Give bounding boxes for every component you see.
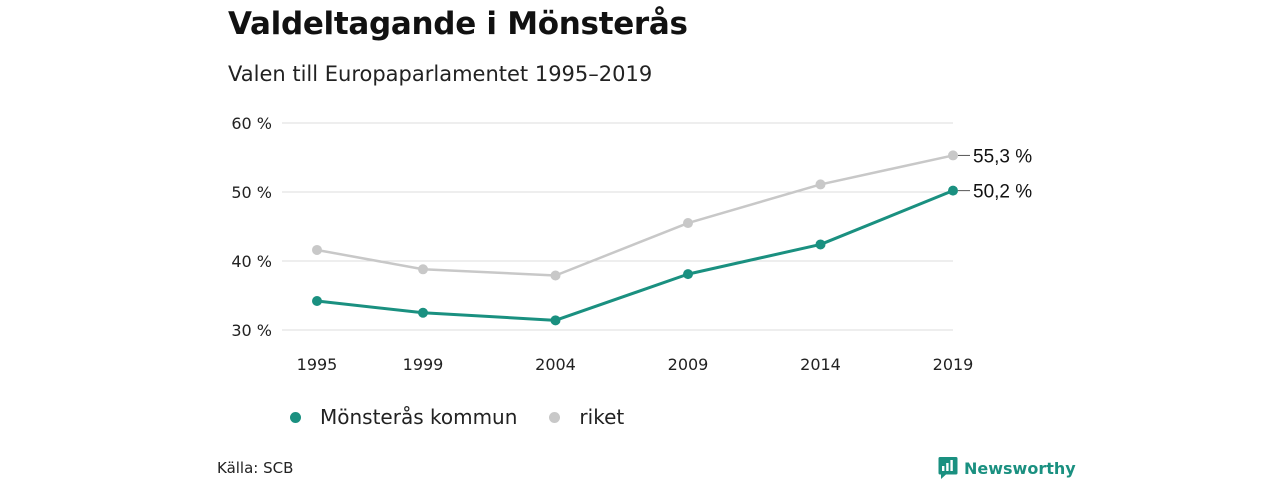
brand-name: Newsworthy [964, 458, 1076, 478]
x-tick-label: 2009 [668, 355, 709, 374]
x-tick-label: 2014 [800, 355, 841, 374]
series-riket: 55,3 % [312, 146, 1032, 281]
y-tick-label: 30 % [231, 321, 272, 340]
x-tick-label: 1995 [297, 355, 338, 374]
series-line [316, 189, 954, 322]
legend-dot-monsteras [290, 411, 301, 423]
series-line [316, 154, 954, 277]
y-tick-label: 60 % [231, 114, 272, 133]
y-tick-label: 50 % [231, 183, 272, 202]
legend: Mönsterås kommun riket [290, 405, 656, 429]
x-tick-label: 2019 [933, 355, 974, 374]
x-axis-ticks: 1995 1999 2004 2009 2014 2019 [297, 355, 974, 374]
x-tick-label: 2004 [535, 355, 576, 374]
y-axis-ticks: 30 % 40 % 50 % 60 % [231, 114, 272, 340]
data-point [418, 264, 428, 275]
bar-chart-bubble-icon [938, 457, 958, 479]
series-monsteras: 50,2 % [312, 182, 1032, 326]
data-point [683, 218, 693, 229]
data-point [312, 296, 322, 307]
data-point [948, 150, 958, 161]
data-point [418, 307, 428, 318]
x-tick-label: 1999 [403, 355, 444, 374]
legend-item-riket[interactable]: riket [549, 405, 624, 429]
end-label: 55,3 % [973, 146, 1032, 167]
legend-item-monsteras[interactable]: Mönsterås kommun [290, 405, 517, 429]
data-point [550, 270, 561, 281]
data-point [683, 269, 693, 280]
data-point [815, 239, 826, 250]
chart-title: Valdeltagande i Mönsterås [228, 6, 688, 42]
data-point [948, 185, 958, 196]
legend-label-monsteras: Mönsterås kommun [320, 405, 518, 429]
legend-dot-riket [549, 411, 561, 423]
source-note: Källa: SCB [217, 459, 294, 477]
y-tick-label: 40 % [231, 252, 272, 271]
data-point [815, 179, 826, 190]
line-chart: 30 % 40 % 50 % 60 % 1995 1999 2004 2009 2014 201… [231, 114, 1032, 374]
chart-subtitle: Valen till Europaparlamentet 1995–2019 [228, 62, 653, 86]
legend-label-riket: riket [579, 405, 625, 429]
series-layer: 55,3 % 50,2 % [312, 146, 1032, 326]
newsworthy-logo: Newsworthy [938, 456, 1076, 480]
data-point [312, 244, 322, 255]
grid-lines [282, 122, 953, 331]
data-point [550, 315, 561, 326]
end-label: 50,2 % [973, 182, 1032, 203]
